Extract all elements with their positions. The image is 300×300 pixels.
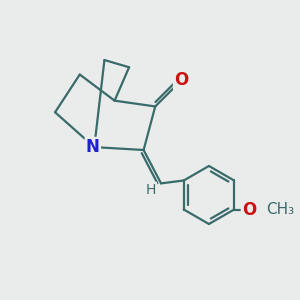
Text: O: O [174, 71, 188, 89]
Text: O: O [242, 200, 256, 218]
Text: H: H [146, 183, 156, 197]
Text: CH₃: CH₃ [266, 202, 294, 217]
Text: N: N [86, 138, 100, 156]
